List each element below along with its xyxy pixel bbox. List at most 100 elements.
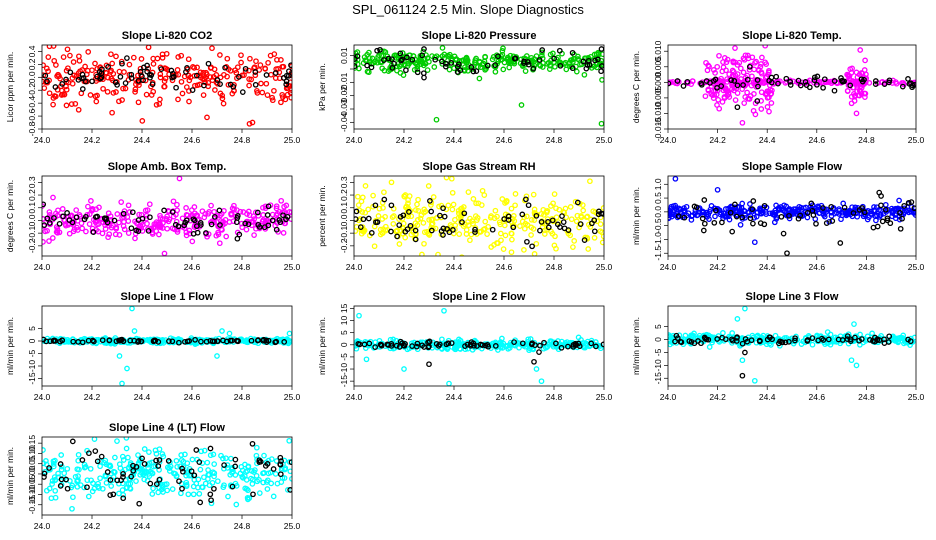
- data-point: [112, 79, 119, 86]
- data-point: [749, 206, 756, 212]
- data-point: [499, 196, 506, 202]
- data-point: [595, 211, 602, 218]
- data-point: [522, 220, 529, 227]
- outlier-point: [246, 120, 253, 127]
- data-point: [729, 330, 736, 336]
- data-point: [249, 440, 256, 447]
- data-point: [453, 56, 460, 62]
- outlier-point: [742, 306, 748, 312]
- data-point: [509, 236, 515, 243]
- data-point: [169, 338, 176, 345]
- data-point: [707, 80, 713, 86]
- data-point: [773, 73, 780, 80]
- data-point: [385, 342, 392, 348]
- data-point: [270, 493, 277, 500]
- data-point: [467, 341, 474, 348]
- data-point: [231, 202, 237, 209]
- data-point: [703, 59, 709, 66]
- outlier-point: [69, 505, 75, 512]
- data-point: [804, 210, 811, 216]
- data-point: [256, 457, 263, 464]
- data-point: [537, 342, 543, 349]
- data-point: [828, 203, 835, 210]
- y-tick-label: 0.000: [653, 71, 663, 93]
- y-tick-label: 0.005: [653, 56, 663, 78]
- outlier-point: [734, 316, 741, 322]
- data-point: [588, 340, 595, 347]
- data-point: [49, 481, 55, 487]
- data-point: [244, 468, 251, 474]
- data-point: [847, 82, 854, 89]
- y-tick-label: -0.015: [653, 117, 663, 141]
- data-point: [75, 77, 82, 83]
- data-point: [150, 55, 157, 62]
- data-point: [420, 70, 427, 77]
- data-point: [376, 205, 383, 212]
- data-point: [388, 228, 394, 235]
- data-point: [174, 226, 181, 233]
- y-axis-label: ml/min per min.: [631, 317, 641, 375]
- data-point: [524, 261, 528, 265]
- data-point: [236, 231, 243, 238]
- data-point: [492, 68, 499, 75]
- data-point: [705, 87, 712, 94]
- data-point: [200, 76, 206, 82]
- data-point: [52, 487, 59, 494]
- data-point: [705, 211, 712, 218]
- data-point: [724, 92, 731, 99]
- data-point: [390, 221, 397, 227]
- data-point: [492, 207, 499, 214]
- data-point: [470, 340, 477, 347]
- data-point: [122, 85, 129, 92]
- data-point: [573, 68, 580, 75]
- data-point: [278, 458, 284, 464]
- data-point: [217, 81, 223, 87]
- data-point: [462, 64, 468, 71]
- data-point: [126, 209, 133, 215]
- data-point: [412, 227, 419, 234]
- data-point: [861, 209, 868, 216]
- data-point: [523, 213, 530, 220]
- y-tick-label: 10: [339, 316, 349, 326]
- data-point: [861, 211, 868, 218]
- series-1: [668, 306, 916, 384]
- data-point: [211, 338, 218, 345]
- data-point: [385, 55, 392, 62]
- data-point: [595, 56, 601, 63]
- data-point: [709, 92, 716, 98]
- data-point: [414, 201, 420, 208]
- data-point: [358, 198, 365, 205]
- data-point: [92, 60, 98, 67]
- data-point: [91, 338, 97, 345]
- data-point: [120, 85, 126, 92]
- data-point: [116, 98, 122, 105]
- data-point: [272, 70, 279, 76]
- outlier-point: [734, 104, 741, 111]
- data-point: [444, 226, 450, 232]
- data-point: [581, 237, 588, 243]
- data-point: [872, 78, 879, 84]
- y-tick-label: 0: [339, 342, 349, 347]
- data-point: [207, 491, 214, 498]
- data-point: [184, 460, 191, 467]
- data-point: [52, 84, 59, 90]
- data-point: [283, 72, 290, 79]
- data-point: [504, 56, 511, 63]
- data-point: [714, 63, 721, 70]
- data-point: [250, 491, 256, 498]
- data-point: [525, 61, 532, 68]
- data-point: [700, 227, 707, 234]
- data-point: [911, 82, 916, 88]
- data-point: [792, 335, 798, 342]
- data-point: [544, 344, 550, 350]
- data-point: [203, 338, 210, 345]
- data-point: [105, 234, 111, 241]
- data-point: [598, 68, 604, 75]
- data-point: [123, 437, 130, 441]
- data-point: [730, 68, 737, 75]
- data-point: [537, 227, 543, 234]
- panel-9: Slope Line 3 Flow 24.0 24.2 24.4 24.6 24.8 25.…: [631, 291, 925, 402]
- data-point: [156, 223, 163, 230]
- data-point: [555, 346, 562, 353]
- y-tick-label: -0.005: [653, 86, 663, 110]
